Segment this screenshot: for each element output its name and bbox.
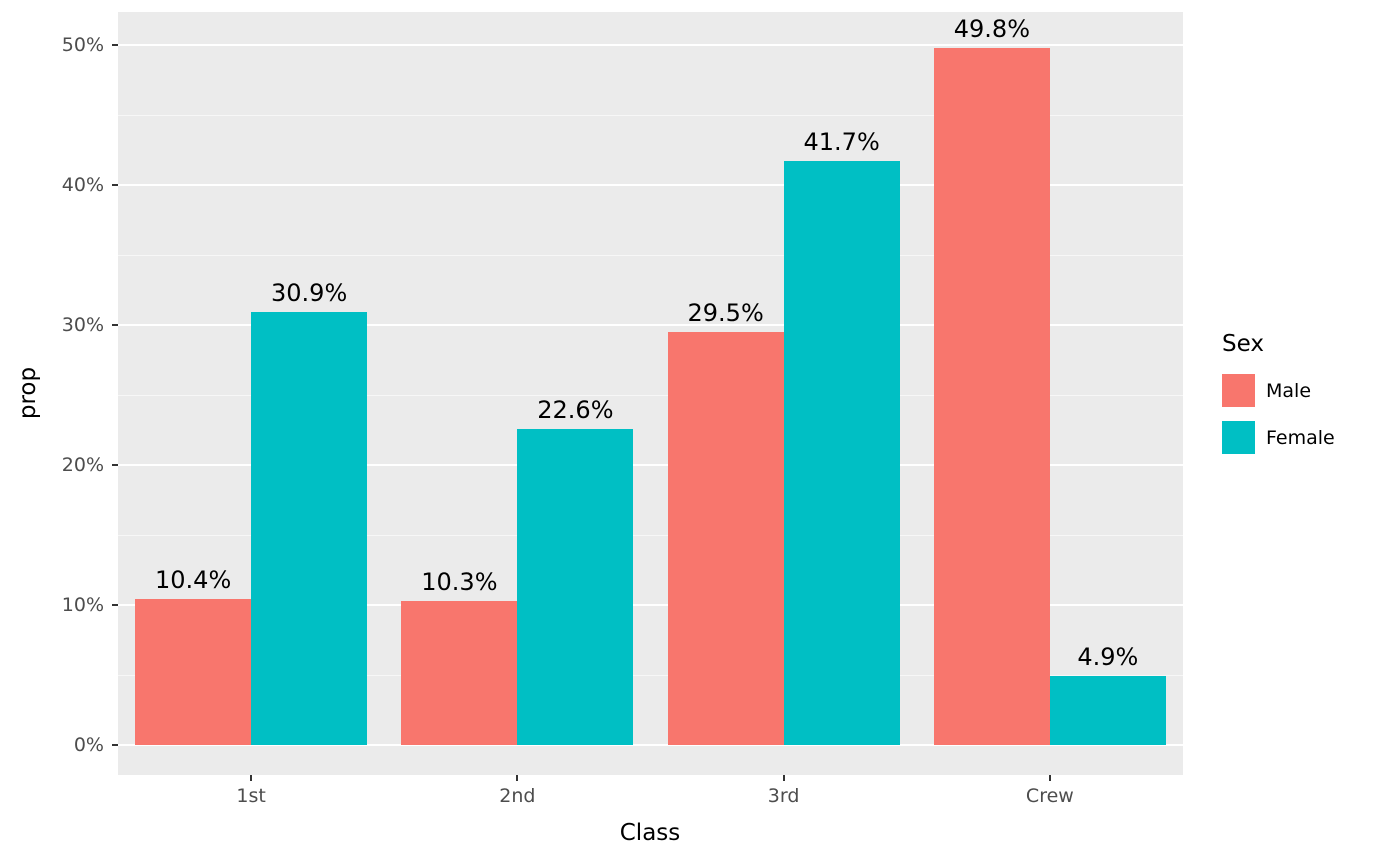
gridline-major	[118, 44, 1183, 46]
bar-male-crew	[933, 47, 1050, 745]
gridline-minor	[118, 535, 1183, 536]
gridline-major	[118, 184, 1183, 186]
bar-female-1st	[251, 312, 368, 745]
bar-value-label: 49.8%	[953, 14, 1030, 43]
legend-label-male: Male	[1266, 380, 1312, 402]
y-tick-mark	[112, 184, 118, 186]
gridline-minor	[118, 675, 1183, 676]
bar-value-label: 22.6%	[537, 395, 614, 424]
y-tick-label: 10%	[61, 594, 104, 616]
bar-male-3rd	[667, 332, 784, 745]
y-tick-mark	[112, 44, 118, 46]
x-tick-mark	[1048, 775, 1051, 781]
x-tick-mark	[516, 775, 519, 781]
bar-value-label: 10.4%	[155, 566, 232, 595]
gridline-minor	[118, 115, 1183, 116]
y-tick-mark	[112, 464, 118, 466]
y-tick-label: 0%	[73, 734, 104, 756]
bar-value-label: 41.7%	[803, 128, 880, 157]
gridline-major	[118, 464, 1183, 466]
gridline-minor	[118, 255, 1183, 256]
bar-value-label: 4.9%	[1077, 643, 1139, 672]
gridline-minor	[118, 395, 1183, 396]
legend-title: Sex	[1222, 331, 1264, 357]
x-tick-label: 3rd	[767, 785, 800, 807]
legend-swatch-male	[1222, 374, 1255, 407]
legend-label-female: Female	[1266, 427, 1335, 449]
bar-female-2nd	[517, 428, 634, 745]
gridline-major	[118, 744, 1183, 746]
y-axis-title: prop	[15, 366, 41, 420]
bar-value-label: 30.9%	[271, 279, 348, 308]
x-axis-title: Class	[619, 820, 681, 846]
y-tick-mark	[112, 604, 118, 606]
gridline-major	[118, 324, 1183, 326]
x-tick-mark	[782, 775, 785, 781]
bar-female-3rd	[783, 161, 900, 745]
x-tick-label: 1st	[236, 785, 266, 807]
bar-male-1st	[135, 599, 252, 745]
bar-value-label: 10.3%	[421, 567, 498, 596]
plot-panel: 10.4% 10.3% 29.5% 49.8% 30.9% 22.6% 41.7% 4.9%	[118, 12, 1183, 775]
y-tick-label: 20%	[61, 454, 104, 476]
x-tick-mark	[250, 775, 253, 781]
y-tick-label: 40%	[61, 174, 104, 196]
y-tick-mark	[112, 324, 118, 326]
x-tick-label: 2nd	[499, 785, 536, 807]
y-tick-mark	[112, 744, 118, 746]
y-tick-label: 50%	[61, 34, 104, 56]
bar-female-crew	[1049, 676, 1166, 745]
y-tick-label: 30%	[61, 314, 104, 336]
gridline-major	[118, 604, 1183, 606]
x-tick-label: Crew	[1025, 785, 1074, 807]
bar-value-label: 29.5%	[687, 299, 764, 327]
bar-male-2nd	[401, 600, 518, 745]
legend-swatch-female	[1222, 421, 1255, 454]
